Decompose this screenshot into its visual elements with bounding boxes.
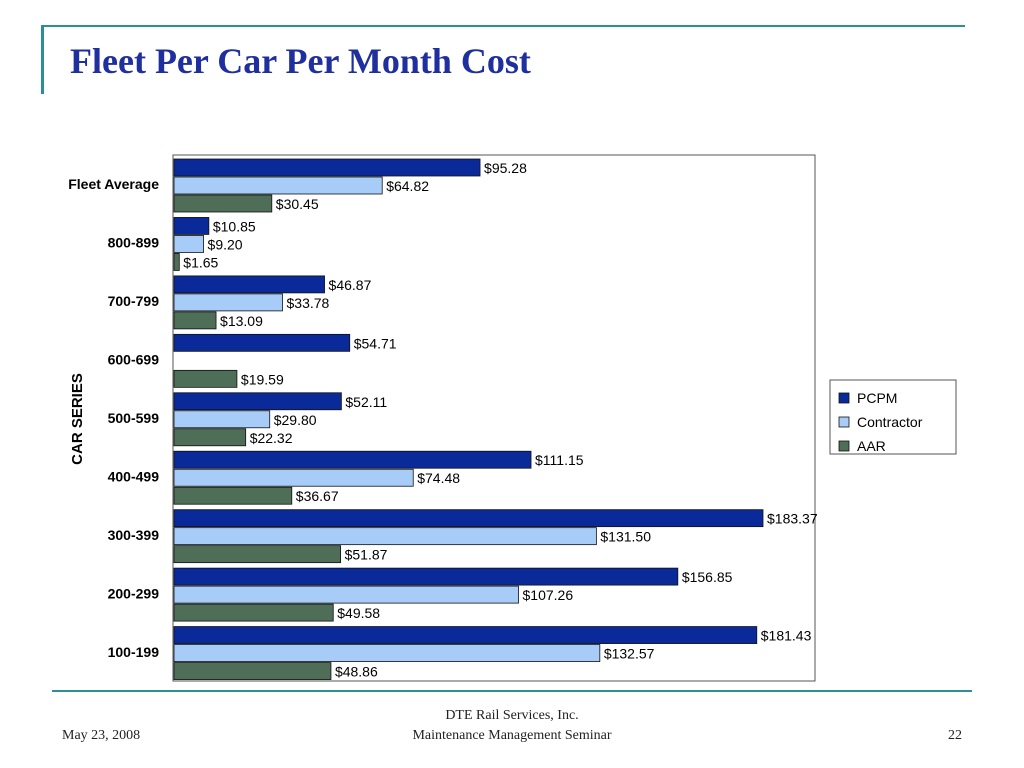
data-label-contractor-300-399: $131.50 xyxy=(600,529,651,545)
slide-frame-left-rule xyxy=(41,26,44,94)
data-label-contractor-100-199: $132.57 xyxy=(604,646,655,662)
bar-chart: Fleet Average $95.28 $64.82 $30.45 800-899 $1… xyxy=(68,154,957,682)
footer-rule xyxy=(52,690,972,692)
legend-swatch-pcpm xyxy=(838,392,850,404)
bar-pcpm-fleet-average xyxy=(173,158,481,177)
legend-label-aar: AAR xyxy=(857,438,886,454)
bar-pcpm-800-899 xyxy=(173,217,210,235)
data-label-aar-300-399: $51.87 xyxy=(345,547,388,563)
category-label-400-499: 400-499 xyxy=(108,468,160,484)
data-label-aar-500-599: $22.32 xyxy=(250,430,293,446)
legend-swatch-contractor xyxy=(838,416,850,428)
data-label-pcpm-100-199: $181.43 xyxy=(761,628,812,644)
data-label-pcpm-800-899: $10.85 xyxy=(213,218,256,234)
bar-contractor-200-299 xyxy=(173,585,519,604)
bar-aar-700-799 xyxy=(173,311,217,330)
bar-pcpm-500-599 xyxy=(173,392,342,411)
bar-aar-400-499 xyxy=(173,486,293,505)
data-label-aar-400-499: $36.67 xyxy=(296,488,339,504)
bar-aar-100-199 xyxy=(173,662,332,680)
bar-contractor-fleet-average xyxy=(173,176,383,195)
legend-label-contractor: Contractor xyxy=(857,414,923,430)
data-label-contractor-fleet-average: $64.82 xyxy=(386,178,429,194)
data-label-contractor-400-499: $74.48 xyxy=(417,470,460,486)
bar-aar-fleet-average xyxy=(173,194,273,213)
bar-pcpm-200-299 xyxy=(173,567,679,586)
bar-contractor-400-499 xyxy=(173,468,414,487)
data-label-pcpm-600-699: $54.71 xyxy=(354,335,397,351)
footer-org-line2: Maintenance Management Seminar xyxy=(412,728,612,743)
bar-pcpm-100-199 xyxy=(173,626,758,644)
data-label-aar-600-699: $19.59 xyxy=(241,371,284,387)
category-label-fleet-average: Fleet Average xyxy=(68,176,159,192)
data-label-aar-700-799: $13.09 xyxy=(220,313,263,329)
bar-aar-300-399 xyxy=(173,545,342,564)
bar-aar-200-299 xyxy=(173,603,334,622)
data-label-pcpm-200-299: $156.85 xyxy=(682,569,733,585)
data-label-pcpm-400-499: $111.15 xyxy=(535,452,584,468)
y-axis-title: CAR SERIES xyxy=(69,373,86,465)
data-label-pcpm-500-599: $52.11 xyxy=(345,394,387,410)
data-label-contractor-200-299: $107.26 xyxy=(523,587,574,603)
category-label-300-399: 300-399 xyxy=(108,527,160,543)
data-label-aar-fleet-average: $30.45 xyxy=(276,196,319,212)
data-label-aar-200-299: $49.58 xyxy=(337,605,380,621)
legend-box xyxy=(829,379,957,455)
bar-pcpm-700-799 xyxy=(173,275,325,294)
footer-date: May 23, 2008 xyxy=(62,728,141,743)
bar-pcpm-600-699 xyxy=(173,333,351,352)
data-label-pcpm-700-799: $46.87 xyxy=(329,277,372,293)
category-label-600-699: 600-699 xyxy=(108,352,160,368)
category-label-500-599: 500-599 xyxy=(108,410,160,426)
bar-contractor-700-799 xyxy=(173,293,283,312)
data-label-contractor-800-899: $9.20 xyxy=(208,236,243,252)
slide-title: Fleet Per Car Per Month Cost xyxy=(70,41,531,81)
bar-pcpm-400-499 xyxy=(173,450,532,469)
bar-contractor-500-599 xyxy=(173,410,271,429)
bar-aar-800-899 xyxy=(173,253,180,271)
legend-swatch-aar xyxy=(838,440,850,452)
category-label-100-199: 100-199 xyxy=(108,644,160,660)
bar-contractor-800-899 xyxy=(173,235,204,253)
legend-label-pcpm: PCPM xyxy=(857,390,897,406)
bar-aar-600-699 xyxy=(173,369,238,388)
bar-contractor-100-199 xyxy=(173,644,601,662)
footer-org-line1: DTE Rail Services, Inc. xyxy=(445,708,579,723)
data-label-contractor-500-599: $29.80 xyxy=(274,412,317,428)
bar-contractor-300-399 xyxy=(173,527,597,546)
category-label-700-799: 700-799 xyxy=(108,293,160,309)
data-label-aar-100-199: $48.86 xyxy=(335,664,378,680)
slide-frame-top-rule xyxy=(41,25,965,27)
category-label-200-299: 200-299 xyxy=(108,585,160,601)
data-label-aar-800-899: $1.65 xyxy=(183,254,218,270)
bar-pcpm-300-399 xyxy=(173,509,764,528)
bar-aar-500-599 xyxy=(173,428,247,447)
footer-organization: DTE Rail Services, Inc. Maintenance Mana… xyxy=(362,706,662,746)
data-label-contractor-700-799: $33.78 xyxy=(287,295,330,311)
footer-page-number: 22 xyxy=(948,728,962,743)
data-label-pcpm-300-399: $183.37 xyxy=(767,511,818,527)
category-label-800-899: 800-899 xyxy=(108,235,160,251)
data-label-pcpm-fleet-average: $95.28 xyxy=(484,160,527,176)
